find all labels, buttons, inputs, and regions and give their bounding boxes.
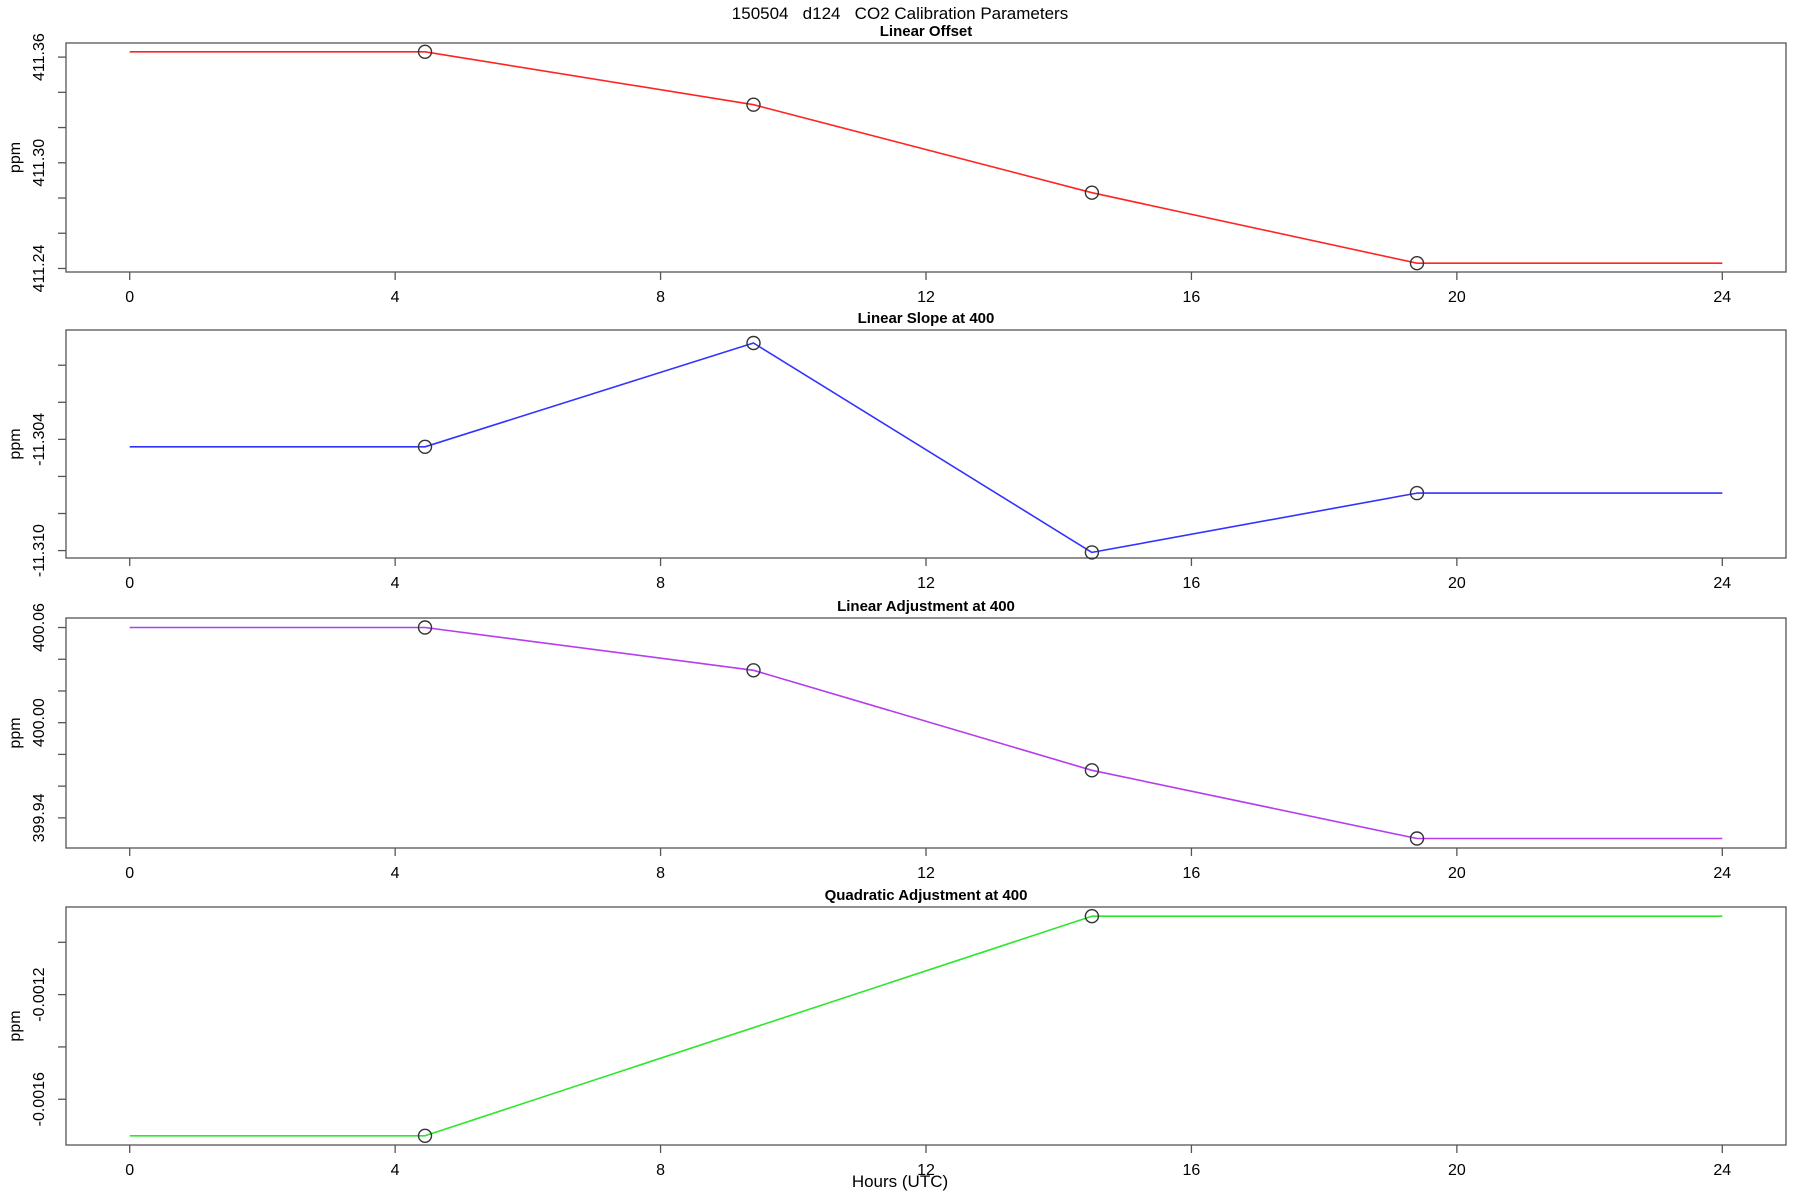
x-tick-label: 16 xyxy=(1183,1162,1201,1179)
x-tick-label: 16 xyxy=(1183,865,1201,882)
subplot-title: Linear Slope at 400 xyxy=(858,310,995,327)
data-line xyxy=(129,50,1723,265)
data-point-marker xyxy=(1084,909,1100,924)
y-tick-label: 411.24 xyxy=(31,245,48,293)
x-tick-label: 0 xyxy=(125,865,134,882)
y-tick-label: -0.0012 xyxy=(31,967,48,1021)
data-point-marker xyxy=(746,335,761,351)
data-point-marker xyxy=(1084,185,1100,200)
x-tick-label: 4 xyxy=(391,289,400,306)
plot-box xyxy=(65,329,1787,559)
data-line xyxy=(129,342,1723,554)
y-tick-label: -11.304 xyxy=(31,413,48,466)
plot-box xyxy=(65,906,1787,1146)
data-point-marker xyxy=(1084,763,1100,778)
y-axis-label: ppm xyxy=(7,717,24,748)
x-tick-label: 20 xyxy=(1448,289,1466,306)
x-tick-label: 24 xyxy=(1713,575,1731,592)
x-tick-label: 0 xyxy=(125,575,134,592)
x-tick-label: 12 xyxy=(917,1162,935,1179)
y-axis-label: ppm xyxy=(7,1010,24,1041)
x-tick-label: 20 xyxy=(1448,575,1466,592)
subplot-title: Linear Offset xyxy=(880,23,973,40)
x-tick-label: 8 xyxy=(656,865,665,882)
data-point-marker xyxy=(746,663,761,678)
data-point-marker xyxy=(746,97,761,112)
x-tick-label: 4 xyxy=(391,575,400,592)
data-point-marker xyxy=(417,620,433,635)
data-line xyxy=(129,626,1723,840)
data-point-marker xyxy=(1409,485,1425,501)
x-tick-label: 24 xyxy=(1713,865,1731,882)
x-tick-label: 0 xyxy=(125,289,134,306)
x-axis-title: Hours (UTC) xyxy=(851,1172,949,1191)
x-tick-label: 4 xyxy=(391,1162,400,1179)
data-point-marker xyxy=(417,439,433,454)
y-tick-label: 411.30 xyxy=(31,139,48,187)
x-tick-label: 20 xyxy=(1448,865,1466,882)
data-point-marker xyxy=(1409,256,1425,271)
y-tick-label: -11.310 xyxy=(31,524,48,577)
x-tick-label: 8 xyxy=(656,289,665,306)
y-tick-label: -0.0016 xyxy=(31,1072,48,1126)
x-tick-label: 4 xyxy=(391,865,400,882)
x-tick-label: 20 xyxy=(1448,1162,1466,1179)
x-tick-label: 0 xyxy=(125,1162,134,1179)
y-axis-label: ppm xyxy=(7,142,24,173)
x-tick-label: 8 xyxy=(656,575,665,592)
plot-box xyxy=(65,617,1787,849)
subplot-title: Quadratic Adjustment at 400 xyxy=(825,887,1028,904)
y-tick-label: 400.00 xyxy=(31,698,48,747)
x-tick-label: 16 xyxy=(1183,289,1201,306)
data-line xyxy=(129,915,1723,1137)
data-point-marker xyxy=(417,44,433,59)
subplot-title: Linear Adjustment at 400 xyxy=(837,598,1015,615)
data-point-marker xyxy=(1084,545,1100,560)
y-axis-label: ppm xyxy=(7,428,24,459)
x-tick-label: 8 xyxy=(656,1162,665,1179)
x-tick-label: 12 xyxy=(917,289,935,306)
page-title: 150504 d124 CO2 Calibration Parameters xyxy=(731,4,1069,23)
x-tick-label: 12 xyxy=(917,865,935,882)
x-tick-label: 12 xyxy=(917,575,935,592)
x-tick-label: 24 xyxy=(1713,1162,1731,1179)
x-tick-label: 24 xyxy=(1713,289,1731,306)
y-tick-label: 399.94 xyxy=(31,793,48,842)
y-tick-label: 400.06 xyxy=(31,603,48,652)
data-point-marker xyxy=(1409,831,1425,846)
y-tick-label: 411.36 xyxy=(31,33,48,81)
plot-box xyxy=(65,42,1787,273)
x-tick-label: 16 xyxy=(1183,575,1201,592)
data-point-marker xyxy=(417,1128,433,1144)
